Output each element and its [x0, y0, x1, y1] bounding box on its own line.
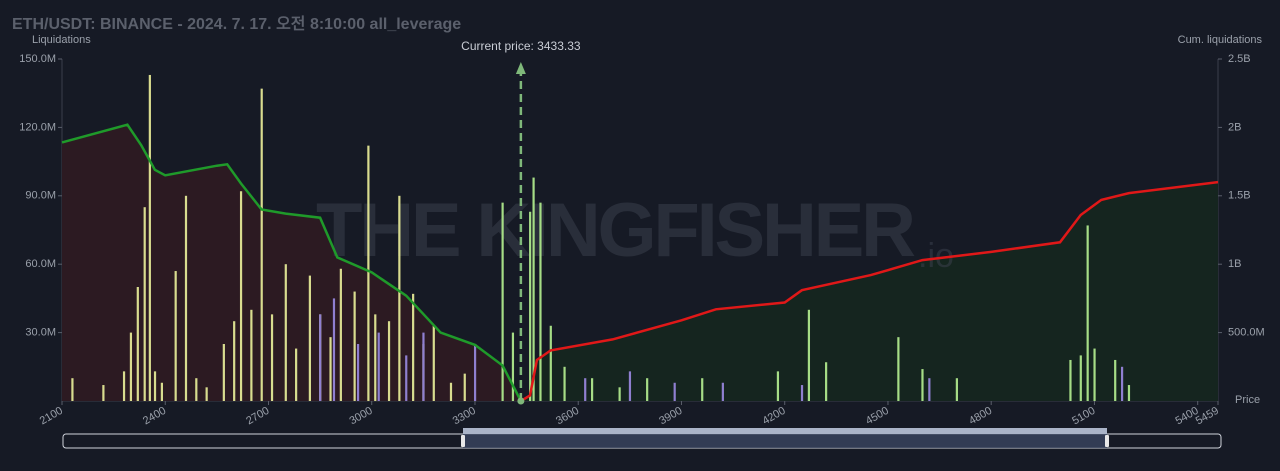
- liquidation-bar: [71, 378, 74, 401]
- liquidation-bar: [374, 314, 377, 401]
- liquidation-bar: [387, 321, 391, 401]
- liquidation-bar: [529, 211, 532, 401]
- liquidation-bar: [339, 268, 342, 401]
- liquidation-bar: [250, 309, 253, 401]
- scroll-left-grip[interactable]: [461, 435, 465, 447]
- current-price-dot: [517, 397, 525, 405]
- liquidation-bar: [928, 378, 931, 401]
- liquidation-bar: [377, 332, 380, 401]
- liquidation-bar: [195, 378, 198, 401]
- liquidation-bar: [1086, 225, 1089, 401]
- liquidation-bar: [539, 202, 542, 401]
- y-tick-label: 60.0M: [25, 258, 56, 270]
- liquidation-bar: [422, 332, 425, 401]
- liquidation-bar: [921, 369, 924, 401]
- liquidation-bar: [222, 344, 225, 401]
- liquidation-bar: [129, 332, 133, 401]
- current-price-label: Current price: 3433.33: [461, 39, 581, 53]
- liquidation-bar: [1069, 359, 1072, 401]
- liquidation-bar: [148, 74, 151, 402]
- liquidation-bar: [646, 378, 649, 401]
- liquidation-bar: [308, 275, 311, 401]
- liquidation-bar: [721, 382, 724, 401]
- liquidation-bar: [563, 366, 566, 401]
- liquidation-bar: [1114, 359, 1117, 401]
- liquidation-bar: [136, 287, 139, 401]
- liquidation-bar: [590, 378, 594, 401]
- liquidation-bar: [153, 371, 157, 401]
- liquidation-bar: [205, 387, 208, 401]
- y-tick-label: 150.0M: [19, 53, 56, 65]
- liquidation-bar: [319, 314, 322, 401]
- liquidation-bar: [367, 145, 370, 401]
- liquidation-bar: [584, 378, 587, 401]
- liquidation-bar: [1120, 366, 1124, 401]
- plot: THE KINGFISHER .io: [61, 59, 1219, 405]
- current-price-arrow: [515, 62, 526, 74]
- liquidation-bar: [239, 191, 243, 401]
- cumulative-line: [61, 123, 523, 402]
- liquidation-bar: [332, 298, 336, 401]
- y2-tick-label: 2.5B: [1228, 53, 1251, 65]
- liquidation-bar: [628, 371, 632, 401]
- liquidation-bar: [184, 195, 188, 401]
- y2-tick-label: 1B: [1228, 258, 1241, 270]
- liquidation-bar: [1127, 385, 1131, 401]
- y-tick-label: 90.0M: [25, 190, 56, 202]
- scroll-right-grip[interactable]: [1105, 435, 1109, 447]
- x-axis-label: Price: [1235, 394, 1260, 406]
- liquidation-bar: [955, 378, 958, 401]
- liquidation-bar: [102, 385, 105, 401]
- y2-tick-label: 1.5B: [1228, 190, 1251, 202]
- y2-tick-label: 500.0M: [1228, 327, 1265, 339]
- liquidation-bar: [233, 321, 236, 401]
- liquidation-bar: [776, 371, 780, 401]
- liquidation-bar: [329, 337, 332, 401]
- y2-tick-label: 2B: [1228, 121, 1241, 133]
- liquidation-bar: [511, 332, 515, 401]
- liquidation-bar: [549, 325, 552, 401]
- liquidation-bar: [825, 362, 828, 401]
- liquidation-bar: [1093, 348, 1096, 401]
- watermark: THE KINGFISHER: [316, 188, 916, 273]
- y-axis-label: Liquidations: [32, 34, 91, 46]
- liquidation-bar: [532, 177, 535, 401]
- y-tick-label: 120.0M: [19, 121, 56, 133]
- liquidation-bar: [405, 355, 408, 401]
- liquidation-bar: [260, 88, 263, 401]
- liquidation-bar: [353, 291, 356, 401]
- liquidation-bar: [701, 378, 704, 401]
- cumulative-area: [520, 182, 1218, 401]
- liquidation-bar: [1079, 355, 1082, 401]
- liquidation-bar: [800, 385, 804, 401]
- liquidation-bar: [501, 202, 504, 401]
- liquidation-bar: [160, 382, 164, 401]
- chart-title: ETH/USDT: BINANCE - 2024. 7. 17. 오전 8:10…: [12, 15, 461, 33]
- liquidation-bar: [295, 348, 298, 401]
- liquidation-bar: [897, 337, 900, 401]
- liquidation-bar: [807, 309, 811, 401]
- y-tick-label: 30.0M: [25, 327, 56, 339]
- liquidation-bar: [122, 371, 126, 401]
- y2-axis-label: Cum. liquidations: [1178, 34, 1263, 46]
- scroll-handle[interactable]: [463, 428, 1107, 434]
- liquidation-bar: [432, 325, 435, 401]
- liquidation-bar: [356, 344, 360, 401]
- liquidation-bar: [143, 207, 146, 401]
- liquidation-bar: [449, 382, 453, 401]
- liquidation-bar: [673, 382, 676, 401]
- liquidation-bar: [270, 314, 274, 401]
- liquidation-bar: [618, 387, 621, 401]
- liquidation-bar: [284, 264, 287, 401]
- liquidation-bar: [174, 271, 177, 401]
- liquidation-bar: [463, 373, 466, 401]
- liquidation-bar: [412, 293, 415, 401]
- liquidation-bar: [473, 344, 477, 401]
- cumulative-line: [520, 180, 1219, 403]
- liquidation-bar: [398, 195, 401, 401]
